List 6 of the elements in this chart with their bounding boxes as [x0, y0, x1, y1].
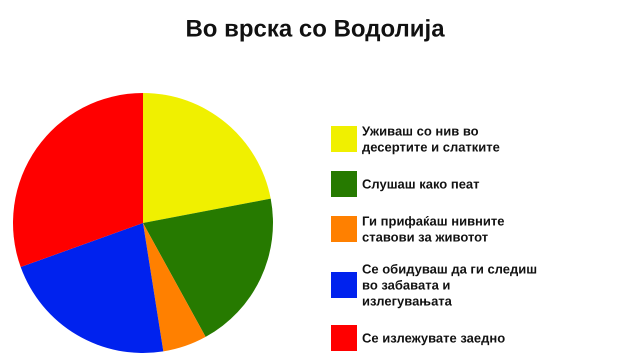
legend-label: Ги прифаќаш нивните ставови за животот [362, 214, 508, 244]
legend-label: Се обидуваш да ги следиш во забавата и излегувањата [362, 262, 541, 308]
legend-label: Се излежувате заедно [362, 330, 506, 346]
chart-title: Во врска со Водолија [185, 16, 446, 42]
legend-label: Слушаш како пеат [362, 176, 480, 192]
legend-label: Уживаш со нив во десертите и слатките [362, 124, 500, 154]
